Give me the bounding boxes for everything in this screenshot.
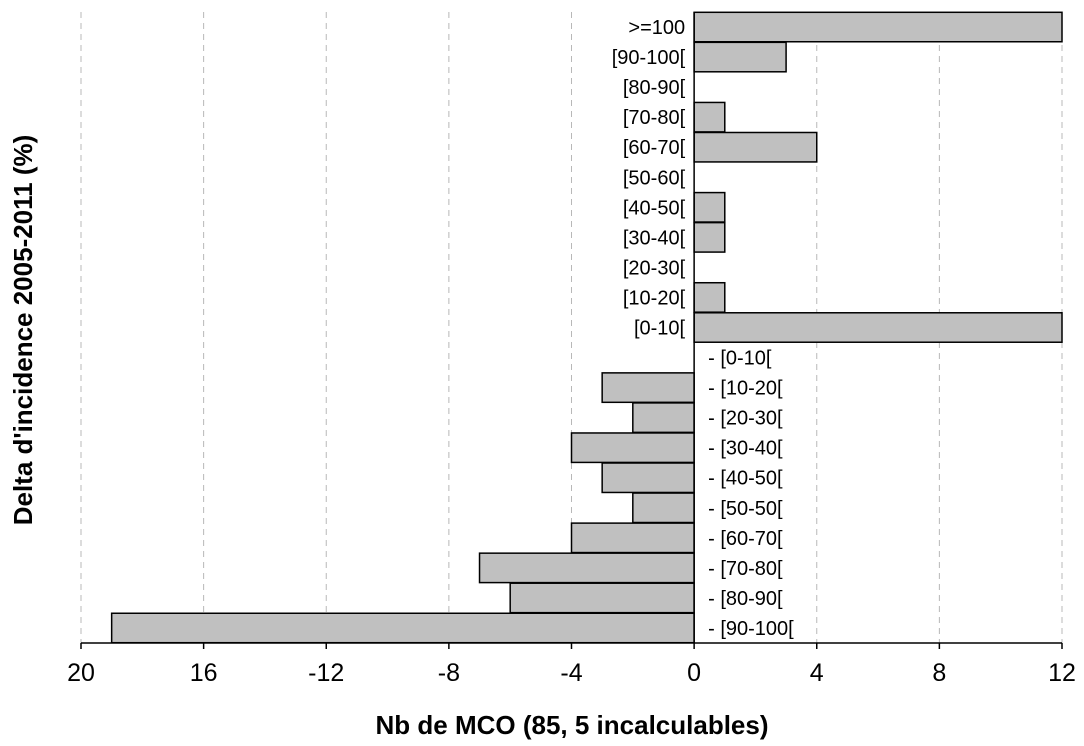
x-tick-label-3: -8 [438, 659, 460, 687]
x-tick-label-2: -12 [308, 659, 344, 687]
bar-9 [693, 281, 726, 313]
category-label-12: - [10-20[ [708, 378, 783, 400]
category-label-7: [30-40[ [623, 227, 686, 249]
category-label-8: [20-30[ [623, 257, 686, 279]
x-tick-label-7: 8 [932, 659, 946, 687]
bar-14 [570, 432, 695, 464]
category-labels: >=100 [90-100[ [80-90[ [70-80[ [60-70[ [50-60… [612, 17, 794, 640]
category-label-3: [70-80[ [623, 107, 686, 129]
bar-4 [693, 131, 818, 163]
bar-6 [693, 191, 726, 223]
x-tick-label-1: 16 [190, 659, 218, 687]
category-label-17: - [60-70[ [708, 528, 783, 550]
bar-0 [693, 11, 1063, 43]
category-label-14: - [30-40[ [708, 438, 783, 460]
bar-10 [693, 312, 1063, 343]
category-label-0: >=100 [628, 17, 685, 39]
x-axis: 20 16 -12 -8 -4 0 4 8 12 [67, 12, 1076, 687]
x-tick-label-0: 20 [67, 659, 95, 687]
x-axis-title: Nb de MCO (85, 5 incalculables) [376, 710, 769, 740]
category-label-20: - [90-100[ [708, 618, 794, 640]
x-tick-label-4: -4 [560, 659, 582, 687]
bar-12 [601, 372, 695, 404]
bars [110, 11, 1063, 644]
y-axis-title: Delta d'incidence 2005-2011 (%) [8, 135, 38, 526]
x-tick-label-6: 4 [810, 659, 824, 687]
category-label-11: - [0-10[ [708, 348, 772, 370]
bar-17 [570, 522, 695, 554]
category-label-13: - [20-30[ [708, 408, 783, 430]
category-label-10: [0-10[ [634, 318, 686, 340]
bar-20 [110, 612, 695, 644]
category-label-1: [90-100[ [612, 47, 686, 69]
bar-19 [509, 582, 695, 614]
category-label-4: [60-70[ [623, 137, 686, 159]
category-label-5: [50-60[ [623, 167, 686, 189]
category-label-6: [40-50[ [623, 197, 686, 219]
x-tick-label-5: 0 [687, 659, 701, 687]
category-label-2: [80-90[ [623, 77, 686, 99]
bar-18 [478, 552, 695, 584]
category-label-18: - [70-80[ [708, 558, 783, 580]
bar-3 [693, 101, 726, 133]
bar-16 [632, 492, 695, 524]
bar-1 [693, 41, 787, 73]
category-label-16: - [50-50[ [708, 498, 783, 520]
bar-7 [693, 221, 726, 253]
category-label-15: - [40-50[ [708, 468, 783, 490]
bar-13 [632, 402, 695, 434]
bar-15 [601, 462, 695, 494]
x-tick-label-8: 12 [1048, 659, 1076, 687]
category-label-9: [10-20[ [623, 287, 686, 309]
category-label-19: - [80-90[ [708, 588, 783, 610]
